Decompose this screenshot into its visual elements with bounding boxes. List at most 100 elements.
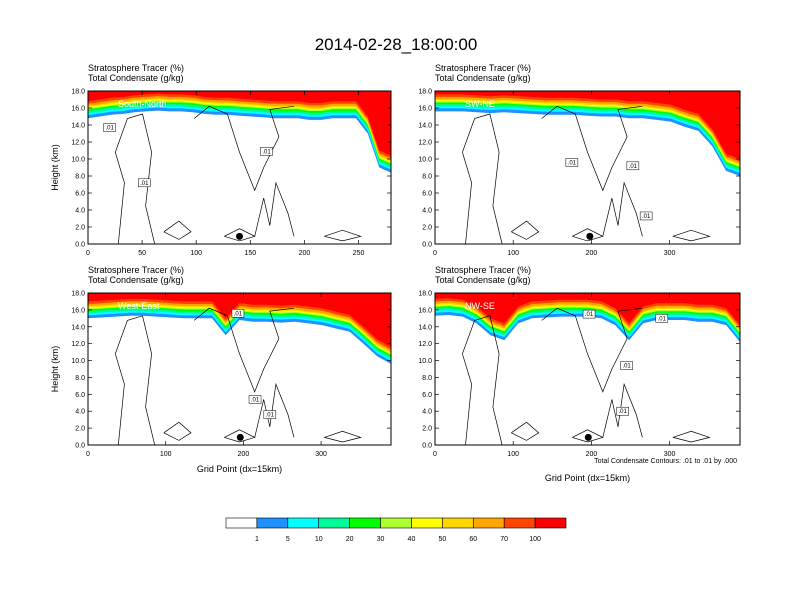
section-name: NW-SE xyxy=(465,301,495,311)
colorbar-label: 10 xyxy=(315,536,323,543)
contour-label: .01 xyxy=(642,214,651,220)
panel-subtitle: Total Condensate (g/kg) xyxy=(88,275,184,285)
plot-frame xyxy=(434,90,741,245)
x-tick-label: 250 xyxy=(353,250,365,257)
y-tick-label: 10.0 xyxy=(71,358,85,365)
contour-label: .01 xyxy=(629,164,638,170)
x-tick-label: 0 xyxy=(86,250,90,257)
x-tick-label: 200 xyxy=(238,451,250,458)
x-tick-label: 300 xyxy=(315,451,327,458)
y-axis-label: Height (km) xyxy=(50,144,60,191)
panels: Stratosphere Tracer (%)Total Condensate … xyxy=(50,63,741,483)
panel-subtitle: Stratosphere Tracer (%) xyxy=(88,265,184,275)
contour-line xyxy=(511,220,540,240)
y-tick-label: 18.0 xyxy=(71,89,85,96)
contour-line xyxy=(324,430,362,443)
contour-label-box xyxy=(639,211,653,221)
y-tick-label: 16.0 xyxy=(418,307,432,314)
tracer-band xyxy=(435,91,740,159)
x-tick-label: 100 xyxy=(190,250,202,257)
y-tick-label: 10.0 xyxy=(71,157,85,164)
colorbar-swatch xyxy=(442,517,474,529)
contour-line xyxy=(193,307,295,393)
tracer-field xyxy=(88,91,391,173)
contour-line xyxy=(163,421,192,441)
colorbar-label: 50 xyxy=(438,536,446,543)
colorbar-label: 70 xyxy=(500,536,508,543)
y-tick-label: 8.0 xyxy=(422,174,432,181)
y-tick-label: 6.0 xyxy=(422,392,432,399)
x-tick-label: 300 xyxy=(664,451,676,458)
contour-line xyxy=(511,421,540,441)
contour-line xyxy=(114,113,156,244)
x-tick-label: 0 xyxy=(433,250,437,257)
y-tick-label: 4.0 xyxy=(422,208,432,215)
y-tick-label: 6.0 xyxy=(75,392,85,399)
location-marker xyxy=(584,433,592,441)
y-tick-label: 6.0 xyxy=(422,191,432,198)
y-tick-label: 18.0 xyxy=(418,291,432,298)
contour-label: .01 xyxy=(658,316,667,322)
x-tick-label: 50 xyxy=(138,250,146,257)
contour-label: .01 xyxy=(568,160,577,166)
contour-line xyxy=(462,315,503,445)
location-marker xyxy=(236,433,244,441)
panel-subtitle: Total Condensate (g/kg) xyxy=(435,275,531,285)
contour-line xyxy=(193,105,295,192)
contour-label-box xyxy=(655,314,669,323)
contour-label: .01 xyxy=(262,149,271,155)
y-tick-label: 16.0 xyxy=(71,106,85,113)
x-tick-label: 150 xyxy=(244,250,256,257)
panel-subtitle: Stratosphere Tracer (%) xyxy=(435,265,531,275)
condensate-contours xyxy=(462,105,711,244)
tracer-field xyxy=(435,293,740,342)
contour-label: .01 xyxy=(140,181,149,187)
colorbar-swatch xyxy=(411,517,443,529)
y-tick-label: 2.0 xyxy=(422,225,432,232)
x-tick-label: 200 xyxy=(586,250,598,257)
panel-west-east: Stratosphere Tracer (%)Total Condensate … xyxy=(50,265,392,474)
y-tick-label: 12.0 xyxy=(418,140,432,147)
y-tick-label: 2.0 xyxy=(75,426,85,433)
contour-label: .01 xyxy=(105,126,114,132)
y-tick-label: 0.0 xyxy=(75,443,85,450)
condensate-contours xyxy=(114,105,362,244)
tracer-band xyxy=(88,91,391,156)
y-tick-label: 12.0 xyxy=(71,341,85,348)
tracer-band xyxy=(88,91,391,163)
panel-subtitle: Stratosphere Tracer (%) xyxy=(435,63,531,73)
colorbar-swatch xyxy=(287,517,320,529)
contour-line xyxy=(572,429,604,443)
colorbar-swatch xyxy=(534,517,567,529)
y-tick-label: 0.0 xyxy=(422,242,432,249)
tracer-band xyxy=(88,91,391,162)
y-tick-label: 2.0 xyxy=(422,426,432,433)
contour-label: .01 xyxy=(622,364,631,370)
x-axis-label: Grid Point (dx=15km) xyxy=(545,473,630,483)
contour-label-box xyxy=(103,123,116,132)
contour-line xyxy=(672,430,711,443)
plot-frame xyxy=(434,292,741,446)
location-marker xyxy=(236,232,243,240)
contour-label: .01 xyxy=(619,409,628,415)
colorbar-label: 5 xyxy=(286,536,290,543)
contour-line xyxy=(602,382,643,438)
contour-label-box xyxy=(263,410,277,419)
tracer-band xyxy=(435,293,740,326)
panel-subtitle: Total Condensate (g/kg) xyxy=(88,73,184,83)
contour-label-box xyxy=(616,406,629,416)
y-tick-label: 10.0 xyxy=(418,358,432,365)
y-tick-label: 16.0 xyxy=(418,106,432,113)
contour-line xyxy=(114,315,156,445)
x-tick-label: 100 xyxy=(160,451,172,458)
plot-frame xyxy=(87,90,392,245)
colorbar-label: 30 xyxy=(377,536,385,543)
panel-nw-se: Stratosphere Tracer (%)Total Condensate … xyxy=(418,265,741,483)
panel-south-north: Stratosphere Tracer (%)Total Condensate … xyxy=(50,63,392,257)
y-tick-label: 0.0 xyxy=(75,242,85,249)
contour-line xyxy=(254,181,295,237)
plot-frame xyxy=(87,292,392,446)
y-tick-label: 0.0 xyxy=(422,443,432,450)
contour-label-box xyxy=(231,309,245,318)
